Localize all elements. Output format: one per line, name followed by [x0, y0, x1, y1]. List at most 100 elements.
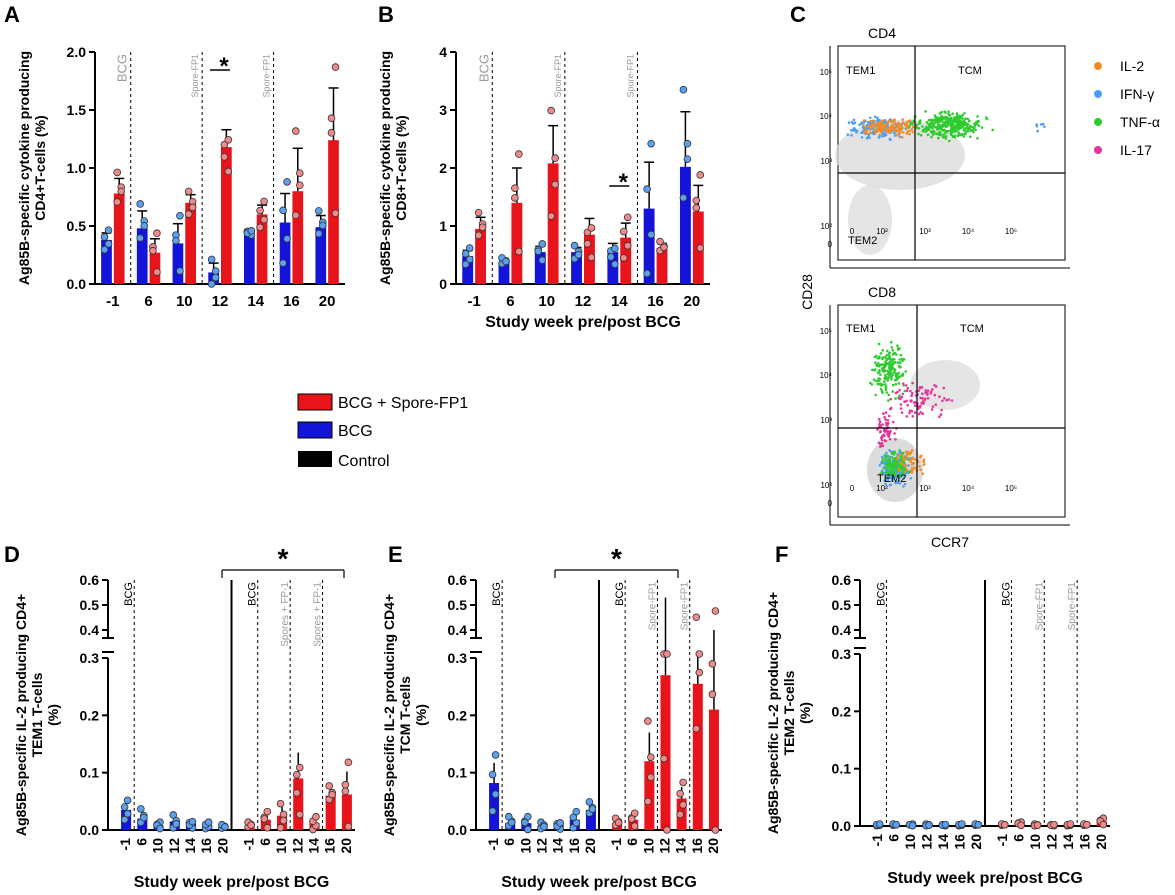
flow-event-dot — [880, 470, 883, 474]
flow-event-dot — [964, 130, 967, 133]
flow-event-dot — [910, 409, 914, 413]
flow-event-dot — [886, 429, 889, 433]
flow-event-dot — [909, 460, 912, 464]
flow-event-dot — [862, 119, 866, 122]
data-point — [708, 660, 717, 668]
y-tick-label: 0.4 — [80, 622, 100, 638]
data-point — [488, 807, 497, 815]
data-point — [327, 129, 336, 137]
data-point — [676, 789, 684, 798]
flow-event-dot — [922, 459, 925, 463]
cd4-gate-tcm: TCM — [958, 65, 982, 77]
flow-event-dot — [886, 369, 889, 373]
annotation-label: Spore-FP1 — [625, 54, 635, 98]
flow-event-dot — [889, 466, 893, 469]
data-point — [327, 114, 336, 123]
flow-event-dot — [868, 122, 871, 126]
flow-event-dot — [881, 356, 885, 359]
data-point — [120, 803, 129, 811]
flow-event-dot — [956, 115, 959, 119]
flow-event-dot — [891, 479, 894, 482]
flow-event-dot — [899, 353, 903, 357]
flow-event-dot — [938, 395, 941, 399]
flow-event-dot — [878, 382, 881, 386]
data-point — [587, 224, 596, 232]
data-point — [695, 650, 704, 658]
flow-event-dot — [903, 470, 907, 474]
data-point — [184, 210, 193, 218]
flow-event-dot — [943, 397, 946, 400]
flow-event-dot — [906, 453, 909, 456]
annotation-label: Spore-FP1 — [1067, 582, 1078, 631]
flow-event-dot — [869, 381, 872, 385]
flow-event-dot — [891, 420, 895, 424]
data-point — [941, 820, 950, 829]
flow-event-dot — [862, 123, 865, 126]
data-point — [137, 805, 145, 813]
flow-event-dot — [885, 128, 888, 131]
flow-event-dot — [913, 458, 917, 461]
flow-event-dot — [898, 394, 901, 398]
flow-event-dot — [915, 123, 918, 127]
x-tick-label: 14 — [673, 838, 689, 854]
flow-event-dot — [876, 125, 880, 128]
annotation-label: BCG — [247, 582, 259, 606]
flow-event-dot — [917, 389, 920, 393]
x-tick-label: 14 — [305, 838, 321, 854]
data-point — [153, 268, 161, 276]
flow-event-dot — [905, 399, 908, 403]
flow-event-dot — [891, 390, 894, 393]
annotation-label: Spore-FP1 — [553, 54, 563, 98]
flow-event-dot — [922, 463, 926, 467]
data-point — [692, 613, 701, 622]
y-tick-label: 0.0 — [80, 822, 100, 838]
flow-x-tick-label: 10⁴ — [962, 227, 975, 236]
flow-event-dot — [910, 467, 914, 471]
flow-event-dot — [909, 451, 913, 454]
flow-event-dot — [907, 470, 911, 474]
flow-event-dot — [895, 480, 898, 484]
flow-event-dot — [889, 365, 893, 369]
flow-event-dot — [888, 430, 892, 434]
flow-event-dot — [932, 129, 935, 133]
x-tick-label: 16 — [198, 838, 214, 854]
flow-event-dot — [889, 371, 893, 375]
flow-event-dot — [926, 397, 930, 400]
flow-event-dot — [941, 116, 944, 119]
x-tick-label: 12 — [534, 838, 550, 854]
flow-event-dot — [885, 451, 888, 455]
flow-event-dot — [877, 362, 880, 365]
x-tick-label: -1 — [241, 838, 257, 851]
flow-event-dot — [880, 384, 883, 387]
flow-plot-cd4: CD4 TEM1 TCM TEM2 10⁵ 10⁴ 10³ 10² 0 0 10² 10³ 10… — [820, 25, 1070, 269]
annotation-label: BCG — [491, 582, 503, 606]
flow-event-dot — [884, 385, 888, 388]
flow-event-dot — [975, 122, 979, 126]
data-point — [1033, 821, 1042, 829]
x-tick-label: 6 — [133, 838, 149, 846]
y-tick-label: 0.0 — [448, 822, 468, 838]
flow-event-dot — [886, 432, 889, 436]
flow-event-dot — [911, 122, 914, 126]
data-point — [623, 213, 632, 222]
data-point — [344, 822, 353, 831]
flow-event-dot — [896, 456, 900, 460]
flow-event-dot — [940, 408, 943, 412]
data-point — [647, 230, 655, 239]
data-point — [491, 790, 500, 799]
flow-event-dot — [964, 123, 967, 126]
annotation-label: BCG — [614, 582, 626, 606]
flow-event-dot — [899, 130, 902, 134]
annotation-label: BCG — [123, 582, 135, 606]
y-tick-label: 1.5 — [67, 102, 87, 118]
x-tick-label: 10 — [640, 838, 656, 854]
flow-event-dot — [877, 377, 880, 380]
flow-event-dot — [926, 133, 930, 137]
flow-event-dot — [887, 357, 890, 360]
flow-x-tick-label: 10³ — [919, 484, 931, 493]
data-point — [524, 825, 532, 834]
data-point — [295, 810, 304, 819]
flow-event-dot — [877, 136, 881, 139]
flow-event-dot — [897, 375, 901, 379]
flow-event-dot — [881, 134, 884, 138]
